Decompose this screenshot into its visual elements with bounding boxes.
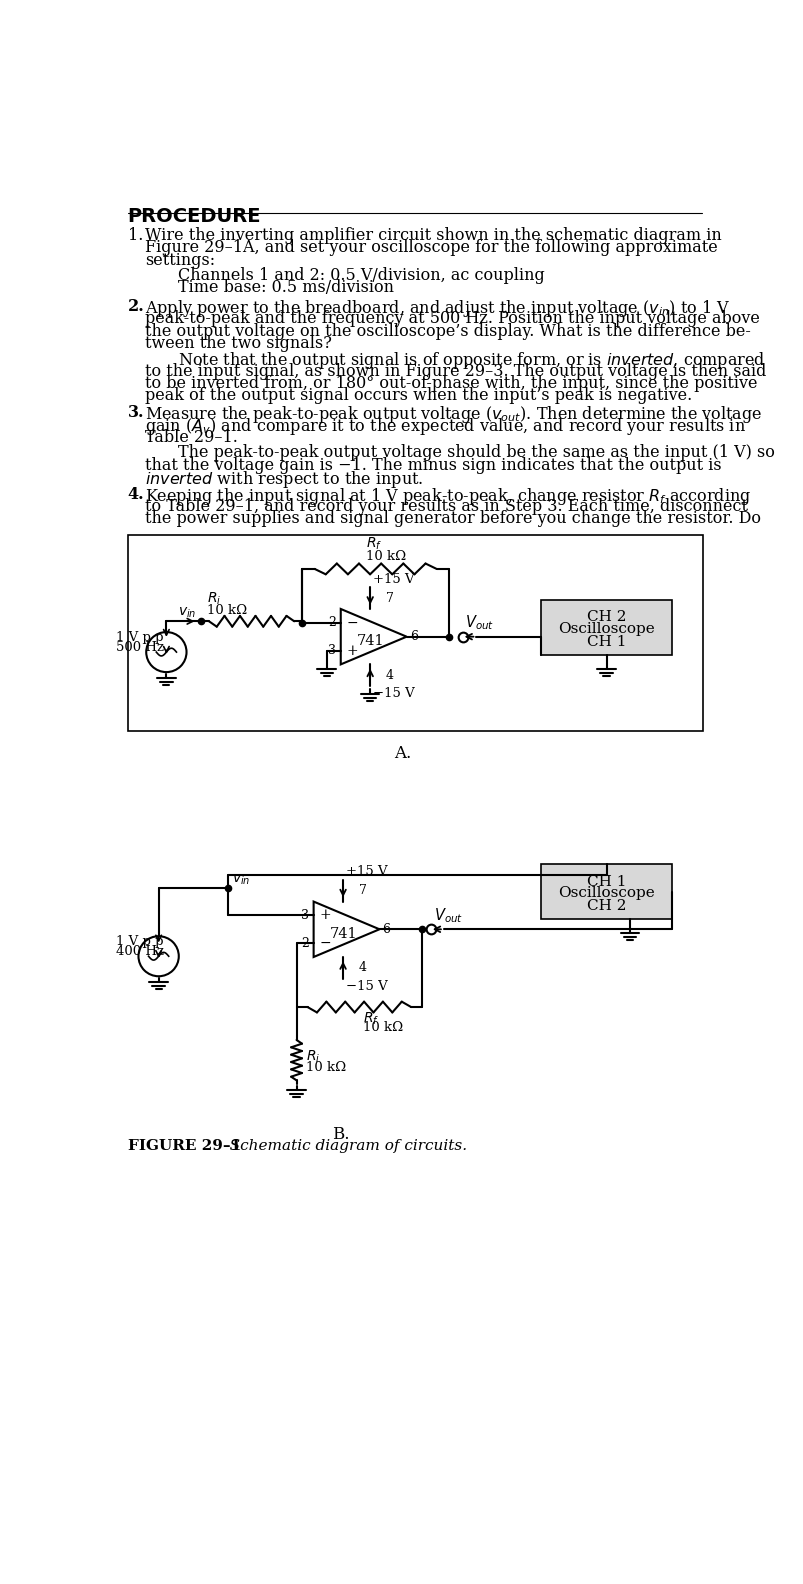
Text: 7: 7 [385, 592, 393, 605]
Text: 741: 741 [329, 927, 357, 941]
Text: $V_{out}$: $V_{out}$ [464, 613, 493, 632]
Text: tween the two signals?: tween the two signals? [145, 334, 332, 352]
Text: A.: A. [393, 744, 411, 762]
Text: 500 Hz: 500 Hz [116, 642, 164, 654]
Text: Figure 29–1A, and set your oscilloscope for the following approximate: Figure 29–1A, and set your oscilloscope … [145, 239, 717, 257]
Text: 2.: 2. [128, 298, 145, 315]
Text: Apply power to the breadboard, and adjust the input voltage ($v_{in}$) to 1 V: Apply power to the breadboard, and adjus… [145, 298, 730, 318]
Text: 4.: 4. [128, 486, 144, 502]
Text: Keeping the input signal at 1 V peak-to-peak, change resistor $R_f$ according: Keeping the input signal at 1 V peak-to-… [145, 486, 751, 507]
Text: to the input signal, as shown in Figure 29–3. The output voltage is then said: to the input signal, as shown in Figure … [145, 363, 766, 380]
Text: 7: 7 [358, 884, 366, 897]
Text: Time base: 0.5 ms/division: Time base: 0.5 ms/division [177, 279, 393, 296]
Text: that the voltage gain is −1. The minus sign indicates that the output is: that the voltage gain is −1. The minus s… [145, 456, 721, 474]
Text: PROCEDURE: PROCEDURE [128, 208, 261, 227]
Text: peak-to-peak and the frequency at 500 Hz. Position the input voltage above: peak-to-peak and the frequency at 500 Hz… [145, 310, 760, 328]
Bar [540, 863, 671, 919]
Text: Wire the inverting amplifier circuit shown in the schematic diagram in: Wire the inverting amplifier circuit sho… [145, 227, 721, 244]
Text: 1 V p p: 1 V p p [116, 630, 163, 643]
Text: to Table 29–1, and record your results as in Step 3. Each time, disconnect: to Table 29–1, and record your results a… [145, 497, 748, 515]
Bar [540, 600, 671, 656]
Text: 3: 3 [300, 909, 308, 922]
Text: $R_f$: $R_f$ [366, 535, 382, 551]
Text: Oscilloscope: Oscilloscope [557, 623, 654, 637]
Text: 741: 741 [357, 634, 384, 648]
Text: 4: 4 [358, 961, 366, 974]
Text: Oscilloscope: Oscilloscope [557, 885, 654, 900]
Text: 10 kΩ: 10 kΩ [207, 605, 247, 618]
Text: 3.: 3. [128, 404, 144, 421]
Text: CH 1: CH 1 [586, 874, 626, 889]
Text: the power supplies and signal generator before you change the resistor. Do: the power supplies and signal generator … [145, 510, 760, 527]
Text: +: + [347, 643, 358, 657]
Text: 6: 6 [382, 923, 390, 936]
Text: −: − [320, 936, 331, 950]
Text: settings:: settings: [145, 252, 215, 269]
Text: 3: 3 [328, 645, 336, 657]
Text: −15 V: −15 V [346, 980, 387, 993]
Text: CH 1: CH 1 [586, 635, 626, 649]
Text: to be inverted from, or 180° out-of-phase with, the input, since the positive: to be inverted from, or 180° out-of-phas… [145, 375, 757, 391]
Text: Measure the peak-to-peak output voltage ($v_{out}$). Then determine the voltage: Measure the peak-to-peak output voltage … [145, 404, 762, 425]
Text: gain ($A_v$) and compare it to the expected value, and record your results in: gain ($A_v$) and compare it to the expec… [145, 417, 745, 437]
Text: +15 V: +15 V [373, 573, 414, 586]
Text: 4: 4 [385, 668, 393, 681]
Text: 2: 2 [328, 616, 336, 629]
Text: 1.: 1. [128, 227, 143, 244]
Text: CH 2: CH 2 [586, 900, 626, 914]
Text: $R_f$: $R_f$ [363, 1011, 379, 1028]
Text: Schematic diagram of circuits.: Schematic diagram of circuits. [215, 1139, 467, 1153]
Text: The peak-to-peak output voltage should be the same as the input (1 V) so: The peak-to-peak output voltage should b… [177, 444, 774, 461]
Text: 10 kΩ: 10 kΩ [363, 1022, 403, 1034]
Text: +15 V: +15 V [346, 865, 387, 879]
Text: 2: 2 [301, 936, 308, 950]
Text: 6: 6 [410, 630, 418, 643]
Text: peak of the output signal occurs when the input’s peak is negative.: peak of the output signal occurs when th… [145, 386, 692, 404]
Text: Note that the output signal is of opposite form, or is $\it{inverted}$, compared: Note that the output signal is of opposi… [177, 350, 764, 371]
Text: Table 29–1.: Table 29–1. [145, 429, 238, 445]
Text: the output voltage on the oscilloscope’s display. What is the difference be-: the output voltage on the oscilloscope’s… [145, 323, 750, 339]
Text: $\it{inverted}$ with respect to the input.: $\it{inverted}$ with respect to the inpu… [145, 469, 423, 489]
Text: $R_i$: $R_i$ [207, 591, 222, 607]
Text: CH 2: CH 2 [586, 610, 626, 624]
Text: 400 Hz: 400 Hz [116, 946, 164, 958]
Text: $V_{out}$: $V_{out}$ [433, 906, 463, 925]
Text: $v_{in}$: $v_{in}$ [232, 873, 251, 887]
Text: B.: B. [332, 1126, 349, 1144]
Text: +: + [320, 908, 331, 922]
Text: Channels 1 and 2: 0.5 V/division, ac coupling: Channels 1 and 2: 0.5 V/division, ac cou… [177, 268, 544, 284]
Text: −15 V: −15 V [373, 687, 414, 700]
Bar [128, 535, 702, 732]
Text: 10 kΩ: 10 kΩ [305, 1061, 345, 1074]
Text: FIGURE 29–1: FIGURE 29–1 [128, 1139, 241, 1153]
Text: 1 V p p: 1 V p p [116, 935, 163, 947]
Text: $R_i$: $R_i$ [305, 1049, 320, 1064]
Text: $v_{in}$: $v_{in}$ [177, 605, 196, 619]
Text: −: − [347, 616, 358, 630]
Text: 10 kΩ: 10 kΩ [366, 550, 406, 562]
